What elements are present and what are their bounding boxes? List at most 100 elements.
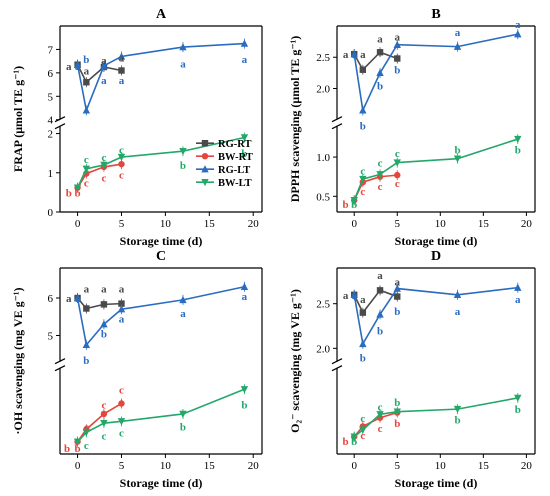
significance-label: c [84, 154, 89, 166]
significance-label: c [119, 170, 124, 182]
data-point-BW-LT [376, 411, 384, 419]
significance-label: c [84, 421, 89, 433]
data-point-BW-LT [100, 419, 108, 428]
x-tick-label: 10 [435, 218, 447, 230]
significance-label: a [242, 291, 248, 303]
data-point-RG-LT [393, 284, 401, 292]
y-tick-label: 5 [48, 330, 54, 342]
y-axis-title: DPPH scavenging (μmol TE g⁻¹) [288, 36, 302, 203]
significance-label: c [360, 165, 365, 177]
data-point-RG-LT [240, 39, 249, 47]
series-line-RG-RT [353, 289, 398, 315]
significance-label: b [343, 436, 349, 448]
significance-label: b [241, 148, 247, 160]
significance-label: b [180, 160, 186, 172]
significance-label: c [119, 144, 124, 156]
significance-label: c [84, 178, 89, 190]
significance-label: a [395, 276, 401, 288]
data-point-BW-LT [100, 161, 108, 169]
significance-label: c [378, 158, 383, 170]
series-line-RG-LT [353, 33, 518, 114]
significance-label: a [242, 54, 248, 66]
y-tick-label: 0 [48, 207, 54, 219]
data-point-BW-LT [240, 386, 249, 394]
data-point-BW-LT [453, 155, 462, 163]
data-point-RG-RT [83, 79, 90, 86]
y-tick-label: 4 [48, 115, 54, 127]
panel-C: C 0 5 10 15 20 5 6 ·OH scavenging (mg VE g⁻¹) Sto… [11, 249, 263, 490]
panel-B: B 0 5 10 15 20 2.0 2.5 0.5 1.0 DPPH scavenging (μm… [288, 7, 536, 248]
significance-label: c [378, 402, 383, 414]
x-tick-label: 5 [395, 460, 401, 472]
x-tick-label: 10 [160, 460, 172, 472]
y-axis-title: FRAP (μmol TE g⁻¹) [11, 66, 25, 172]
data-point-RG-LT [240, 282, 249, 290]
data-point-RG-RT [376, 287, 384, 294]
x-tick-label: 10 [435, 460, 447, 472]
significance-label: b [394, 65, 400, 77]
significance-label: b [180, 421, 186, 433]
data-point-BW-LT [393, 159, 401, 167]
series-line-BW-RT [76, 402, 122, 443]
data-point-RG-LT [179, 43, 187, 51]
y-tick-label: 1.0 [316, 152, 330, 164]
significance-label: c [378, 181, 383, 193]
x-tick-label: 0 [351, 460, 357, 472]
significance-label: b [360, 121, 366, 133]
data-point-RG-LT [117, 52, 126, 60]
significance-label: a [377, 33, 383, 45]
significance-label: a [515, 19, 521, 31]
data-point-RG-LT [117, 305, 126, 313]
data-point-BW-LT [82, 165, 91, 173]
significance-label: b [454, 144, 460, 156]
series-line-BW-LT [76, 388, 245, 443]
significance-label: a [84, 284, 90, 296]
x-tick-label: 20 [248, 460, 260, 472]
significance-label: b [360, 352, 366, 364]
panel-A: A 0 5 10 15 20 4 5 6 7 0 1 2 FRAP (μmol TE g⁻¹) Storag… [11, 7, 263, 248]
data-point-RG-RT [118, 67, 125, 74]
significance-label: a [119, 75, 125, 87]
data-point-RG-LT [514, 283, 522, 291]
significance-label: b [75, 187, 81, 199]
x-axis-title: Storage time (d) [120, 234, 203, 248]
legend-label-BW-RT: BW-RT [218, 152, 253, 163]
significance-label: a [395, 32, 401, 44]
axis-break-mark [54, 358, 66, 365]
significance-label: c [101, 431, 106, 443]
data-point-RG-LT [179, 295, 187, 304]
significance-label: b [454, 414, 460, 426]
data-point-BW-LT [179, 410, 187, 418]
significance-label: b [75, 443, 81, 455]
x-tick-label: 20 [521, 460, 533, 472]
y-tick-label: 2.5 [316, 299, 330, 311]
significance-label: c [84, 440, 89, 452]
data-point-BW-LT [359, 426, 367, 434]
data-point-BW-LT [453, 405, 462, 414]
data-point-BW-RT [118, 400, 125, 407]
significance-label: a [351, 290, 357, 302]
significance-label: b [394, 397, 400, 409]
data-point-RG-LT [100, 320, 108, 328]
series-line-BW-RT [76, 163, 122, 189]
y-tick-label: 1 [48, 168, 54, 180]
significance-label: a [351, 49, 357, 61]
y-tick-label: 5 [48, 91, 54, 103]
data-point-BW-RT [100, 410, 108, 418]
significance-label: a [180, 58, 186, 70]
data-point-RG-LT [82, 106, 91, 114]
legend-label-RG-LT: RG-LT [218, 165, 250, 176]
panel-title: C [156, 249, 166, 264]
data-point-BW-LT [350, 433, 358, 441]
axis-break-mark [331, 116, 343, 123]
significance-label: a [101, 75, 107, 87]
x-tick-label: 5 [119, 460, 125, 472]
y-tick-label: 2.0 [316, 83, 330, 95]
x-tick-label: 15 [478, 460, 490, 472]
significance-label: a [360, 294, 366, 306]
x-tick-label: 5 [395, 218, 401, 230]
data-point-RG-LT [73, 60, 82, 68]
series-line-RG-RT [76, 64, 122, 84]
significance-label: c [378, 423, 383, 435]
